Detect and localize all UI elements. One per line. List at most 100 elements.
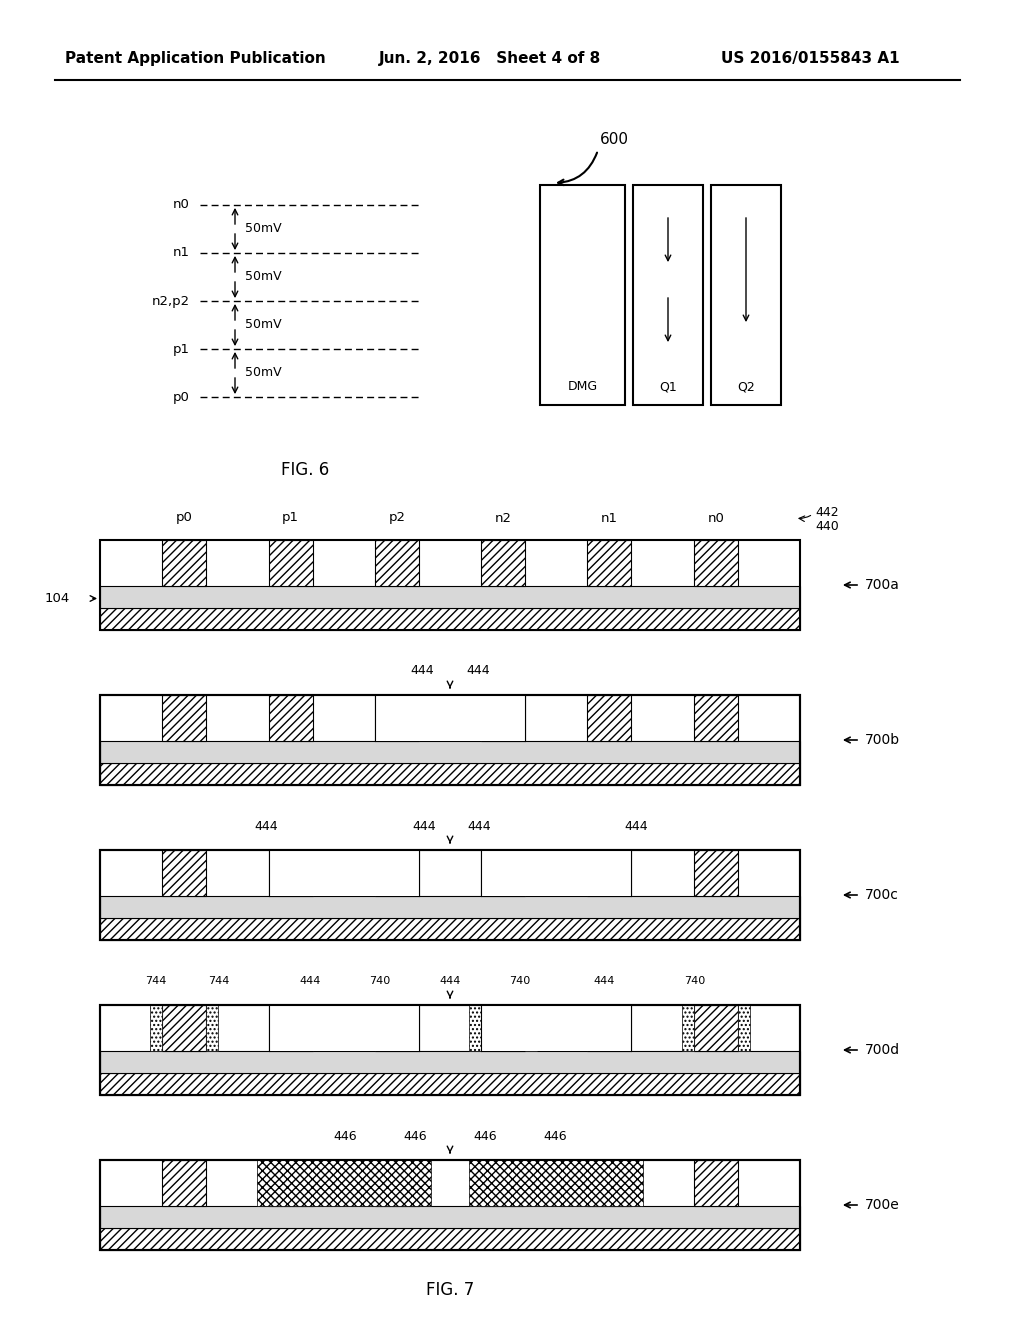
Bar [525,1005,538,1051]
Bar [481,1005,525,1051]
Bar [481,1160,525,1206]
Bar [100,763,800,785]
Bar [693,850,737,896]
Bar [375,1005,419,1051]
Bar [162,1160,206,1206]
Bar [375,696,419,741]
Text: 50mV: 50mV [245,271,282,284]
Bar [268,850,312,896]
Bar [481,696,525,741]
Text: n0: n0 [708,511,724,524]
Bar [375,696,525,741]
Bar [693,1160,737,1206]
Text: 740: 740 [684,975,706,986]
Text: 444: 444 [255,820,279,833]
Text: 50mV: 50mV [245,318,282,331]
Text: 444: 444 [299,975,321,986]
Text: 444: 444 [593,975,614,986]
Text: US 2016/0155843 A1: US 2016/0155843 A1 [721,50,899,66]
Bar [100,696,800,785]
Text: 446: 446 [473,1130,497,1143]
Text: 700e: 700e [865,1199,900,1212]
Bar [100,917,800,940]
Bar [100,1228,800,1250]
Bar [633,185,703,405]
Text: 50mV: 50mV [245,367,282,380]
Bar [100,1051,800,1073]
Text: Patent Application Publication: Patent Application Publication [65,50,326,66]
Text: 444: 444 [466,664,489,677]
Bar [162,696,206,741]
Bar [100,741,800,763]
Bar [100,1160,800,1250]
Text: 444: 444 [412,820,435,833]
Bar [100,896,800,917]
Bar [162,850,206,896]
Text: 442: 442 [815,506,839,519]
Text: FIG. 6: FIG. 6 [281,461,329,479]
Bar [268,1005,419,1051]
Bar [481,850,525,896]
Text: 446: 446 [403,1130,427,1143]
Bar [375,1160,419,1206]
Bar [469,1160,643,1206]
Text: n1: n1 [173,247,190,260]
Bar [481,540,525,586]
Text: 740: 740 [370,975,390,986]
Text: 446: 446 [543,1130,567,1143]
Text: 444: 444 [439,975,461,986]
Text: 744: 744 [145,975,167,986]
Bar [588,850,632,896]
Text: Jun. 2, 2016   Sheet 4 of 8: Jun. 2, 2016 Sheet 4 of 8 [379,50,601,66]
Bar [682,1005,693,1051]
Text: 50mV: 50mV [245,223,282,235]
Bar [151,1005,162,1051]
Text: 744: 744 [208,975,229,986]
Bar [481,850,632,896]
Bar [711,185,781,405]
Bar [162,540,206,586]
Text: DMG: DMG [567,380,598,393]
Bar [100,1005,800,1096]
Text: p1: p1 [173,342,190,355]
Text: Q2: Q2 [737,380,755,393]
Text: 444: 444 [625,820,648,833]
Bar [375,850,419,896]
Bar [693,1005,737,1051]
Bar [100,696,800,785]
Text: n2,p2: n2,p2 [152,294,190,308]
Text: n2: n2 [495,511,512,524]
Bar [375,540,419,586]
Bar [162,1005,206,1051]
Text: n0: n0 [173,198,190,211]
Bar [206,1005,218,1051]
Bar [268,850,419,896]
Bar [100,586,800,609]
Text: 104: 104 [45,591,70,605]
Text: 700a: 700a [865,578,900,591]
Text: 700c: 700c [865,888,899,902]
Bar [100,850,800,940]
Bar [588,696,632,741]
Text: 444: 444 [411,664,434,677]
Bar [588,1005,632,1051]
Bar [481,1005,632,1051]
Bar [737,1005,750,1051]
Bar [588,540,632,586]
Bar [268,696,312,741]
Text: FIG. 7: FIG. 7 [426,1280,474,1299]
Bar [257,1160,431,1206]
Text: 700b: 700b [865,733,900,747]
Text: 740: 740 [509,975,530,986]
Text: p0: p0 [173,391,190,404]
Bar [100,850,800,940]
Bar [100,609,800,630]
Bar [100,1005,800,1096]
Bar [693,696,737,741]
Text: 440: 440 [815,520,839,532]
Text: p1: p1 [282,511,299,524]
Bar [268,1160,312,1206]
Bar [100,1073,800,1096]
Bar [540,185,625,405]
Bar [100,1160,800,1250]
